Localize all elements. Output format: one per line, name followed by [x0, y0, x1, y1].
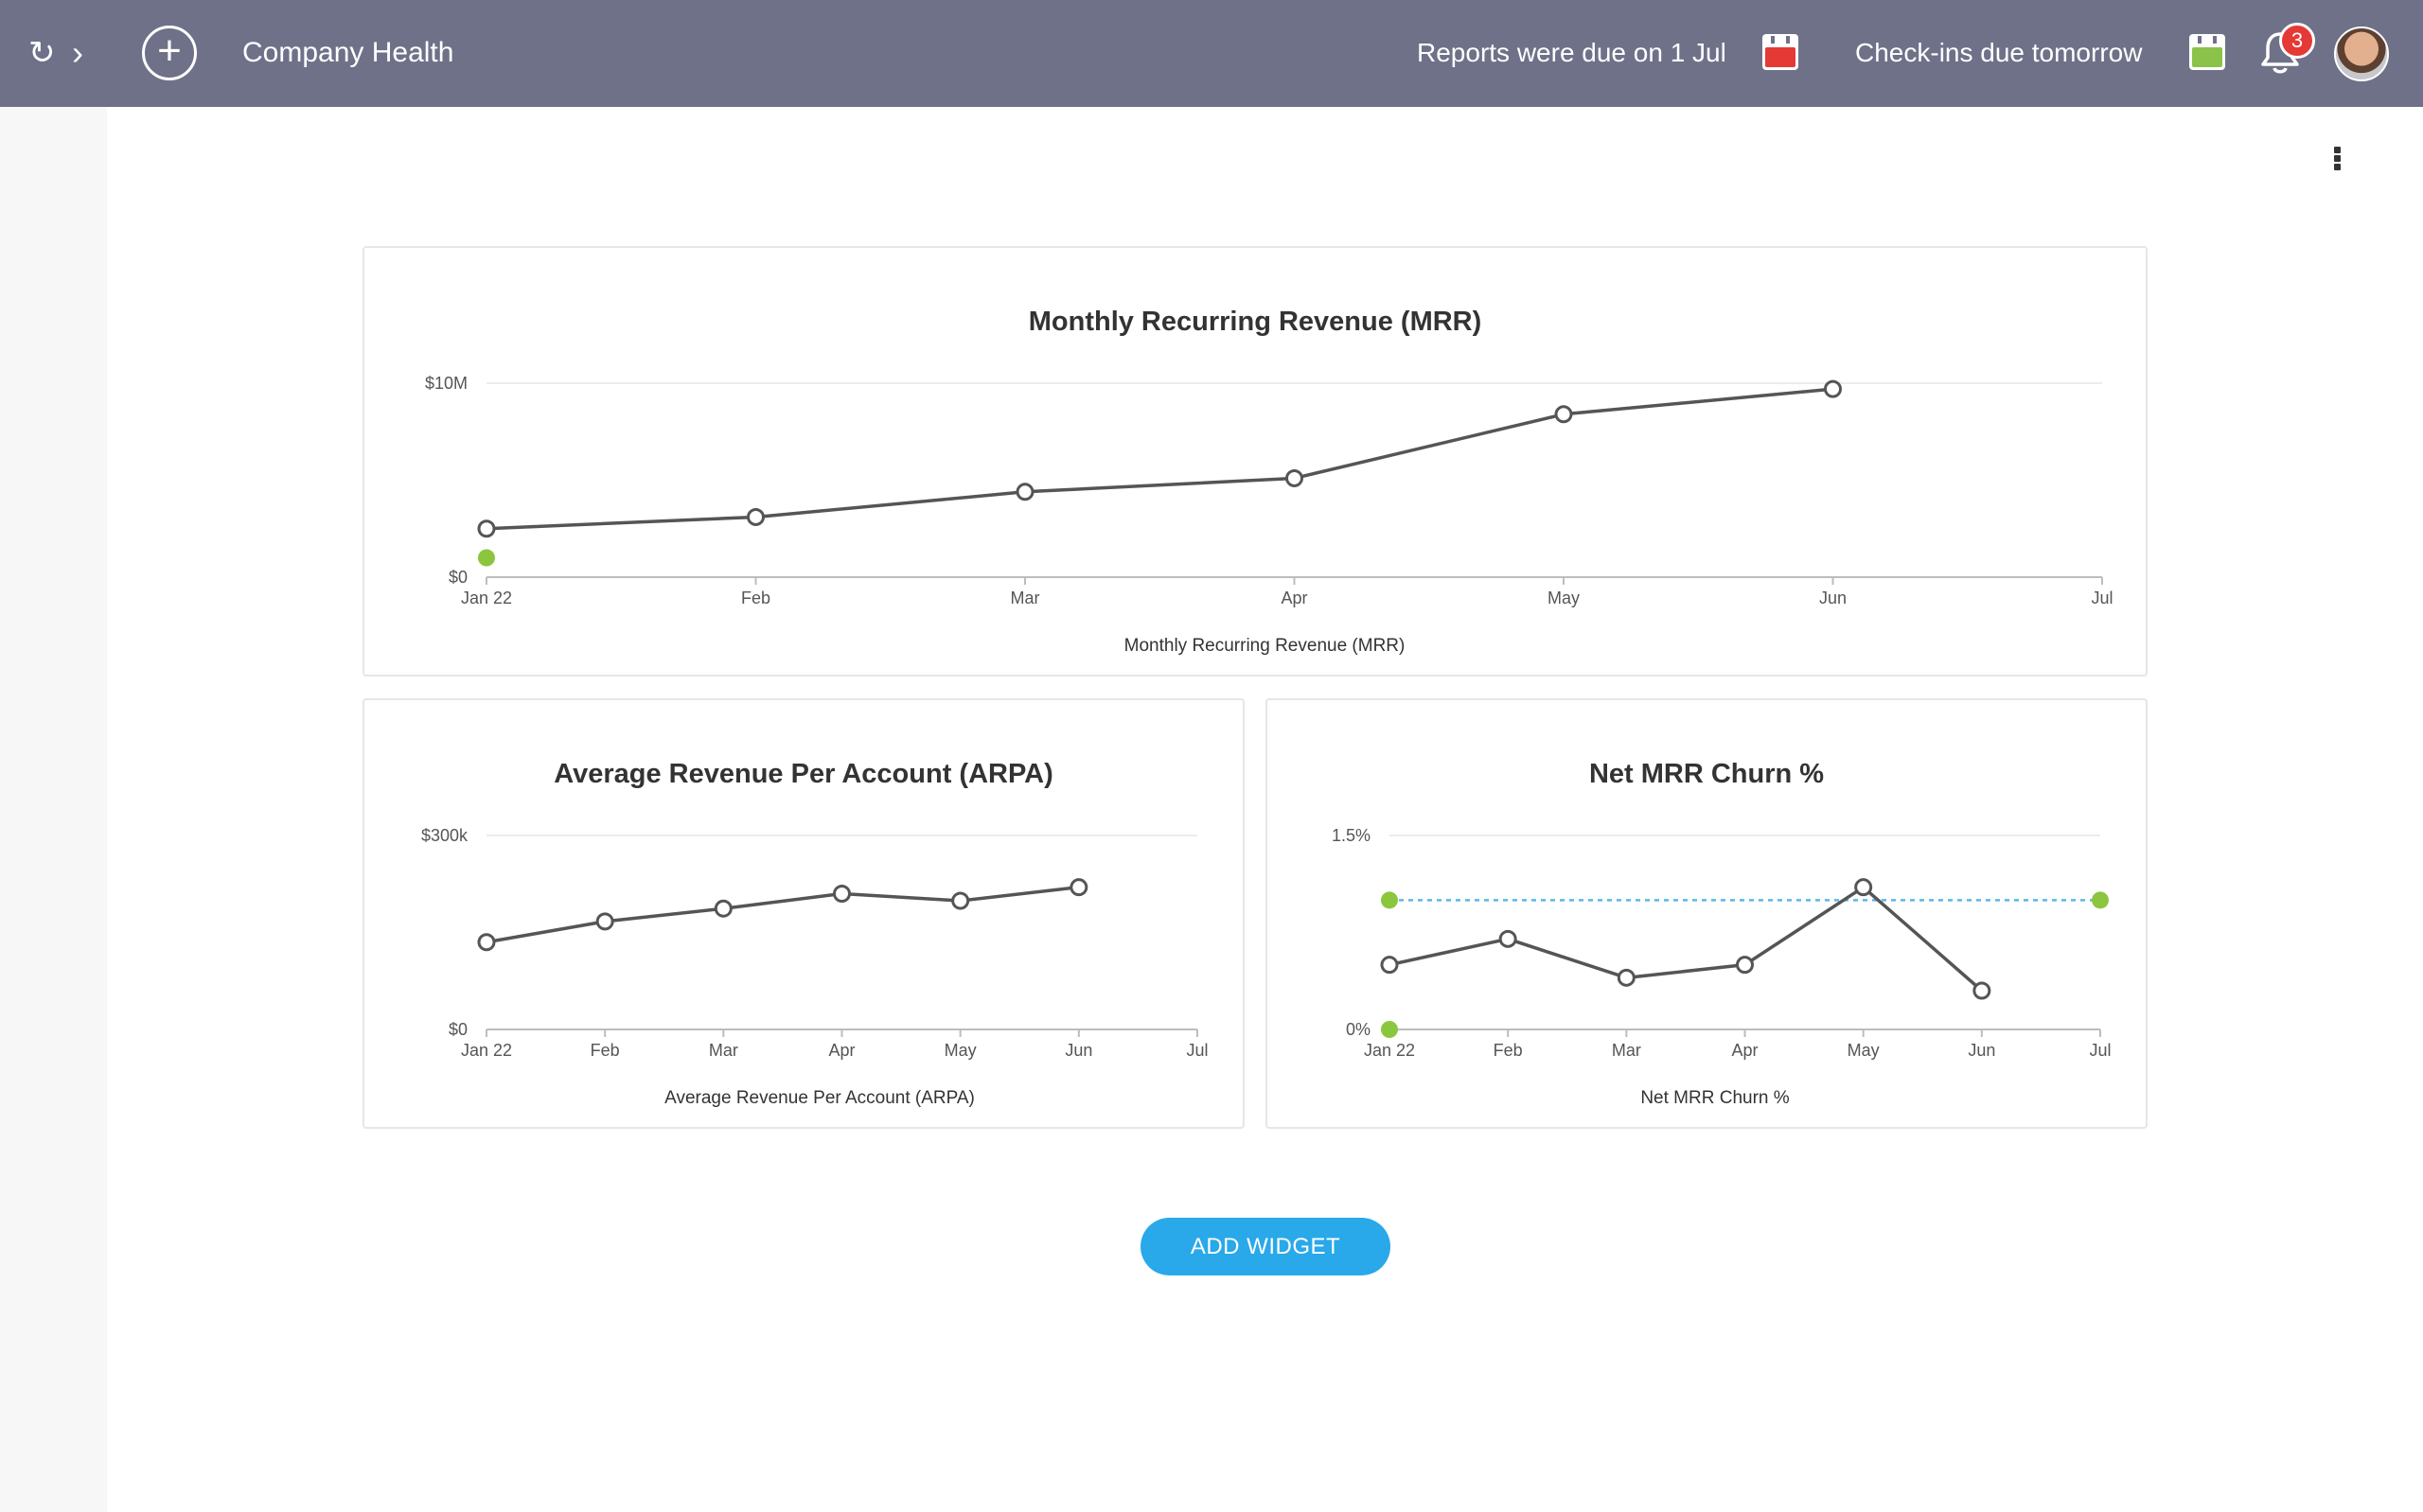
data-point	[1854, 878, 1873, 897]
x-tick-label: Mar	[1612, 1041, 1641, 1060]
y-tick-label: $0	[449, 1020, 468, 1039]
target-marker	[478, 549, 495, 567]
target-marker	[1381, 1021, 1398, 1038]
x-tick-label: Jan 22	[461, 1041, 512, 1060]
x-tick-label: Feb	[591, 1041, 620, 1060]
arpa-line-chart: Jan 22 Feb Mar Apr May Jun Jul $0 $300k	[421, 826, 1209, 1060]
series-line	[486, 885, 1080, 944]
x-tick-label: May	[1548, 589, 1580, 607]
x-tick-label: May	[1848, 1041, 1880, 1060]
notification-badge[interactable]: 3	[2279, 23, 2315, 59]
data-point	[1380, 956, 1399, 975]
chart-legend-label: Net MRR Churn %	[1640, 1088, 1790, 1108]
data-point	[1285, 468, 1303, 487]
y-tick-label: 1.5%	[1332, 826, 1371, 845]
checkins-due-notice[interactable]: Check-ins due tomorrow	[1855, 38, 2143, 67]
target-marker	[1381, 891, 1398, 909]
y-tick-label: $300k	[421, 826, 469, 845]
chart-legend-label: Monthly Recurring Revenue (MRR)	[1123, 636, 1406, 656]
x-tick-label: Mar	[709, 1041, 738, 1060]
data-point	[477, 519, 496, 538]
x-tick-label: Jul	[2089, 1041, 2111, 1060]
plus-circle-icon[interactable]: +	[142, 26, 197, 80]
sidebar	[0, 107, 107, 1512]
chart-title: Net MRR Churn %	[1588, 759, 1825, 789]
arpa-widget[interactable]: Average Revenue Per Account (ARPA) Jan 2…	[363, 698, 1245, 1129]
mrr-widget[interactable]: Monthly Recurring Revenue (MRR) Jan 22 Fe…	[363, 246, 2148, 677]
data-point	[1498, 929, 1517, 948]
x-tick-label: Jun	[1968, 1041, 1995, 1060]
data-point	[951, 891, 970, 910]
x-tick-label: Feb	[1494, 1041, 1523, 1060]
x-tick-label: Apr	[828, 1041, 855, 1060]
chart-legend-label: Average Revenue Per Account (ARPA)	[664, 1088, 975, 1108]
add-widget-button[interactable]: ADD WIDGET	[1141, 1218, 1390, 1275]
reports-due-notice[interactable]: Reports were due on 1 Jul	[1417, 38, 1726, 67]
data-point	[1554, 405, 1573, 424]
x-tick-label: Apr	[1731, 1041, 1758, 1060]
x-tick-label: Apr	[1281, 589, 1307, 607]
chart-title: Monthly Recurring Revenue (MRR)	[1028, 307, 1482, 337]
data-point	[714, 899, 733, 918]
churn-line-chart: Jan 22 Feb Mar Apr May Jun Jul 0% 1.5%	[1332, 826, 2112, 1060]
x-tick-label: Feb	[741, 589, 770, 607]
target-marker	[2092, 891, 2109, 909]
data-point	[747, 507, 765, 526]
data-point	[477, 933, 496, 952]
x-tick-label: Jul	[2091, 589, 2113, 607]
x-tick-label: Jun	[1819, 589, 1847, 607]
x-tick-label: Jul	[1186, 1041, 1208, 1060]
chevron-right-icon[interactable]: ›	[72, 33, 83, 72]
y-tick-label: 0%	[1346, 1020, 1371, 1039]
data-point	[1070, 878, 1088, 897]
x-tick-label: Jun	[1065, 1041, 1092, 1060]
avatar[interactable]	[2334, 26, 2389, 81]
data-point	[595, 912, 614, 931]
y-tick-label: $0	[449, 568, 468, 587]
data-point	[833, 885, 851, 903]
page-title: Company Health	[242, 37, 454, 68]
y-tick-label: $10M	[425, 374, 468, 393]
data-point	[1972, 981, 1991, 1000]
chart-title: Average Revenue Per Account (ARPA)	[554, 759, 1053, 789]
x-tick-label: Mar	[1011, 589, 1040, 607]
more-vertical-icon[interactable]	[2330, 147, 2343, 173]
data-point	[1016, 483, 1035, 501]
x-tick-label: May	[945, 1041, 977, 1060]
x-tick-label: Jan 22	[1364, 1041, 1415, 1060]
calendar-icon-reports[interactable]	[1762, 34, 1798, 70]
churn-widget[interactable]: Net MRR Churn % Jan 22 Feb Mar Apr May Jun Jul…	[1265, 698, 2148, 1129]
top-bar: ↻ › + Company Health Reports were due on…	[0, 0, 2423, 107]
mrr-line-chart: Jan 22 Feb Mar Apr May Jun Jul $0 $10M	[425, 374, 2113, 607]
calendar-icon-checkins[interactable]	[2189, 34, 2225, 70]
data-point	[1824, 379, 1842, 398]
series-line	[1388, 885, 1983, 993]
series-line	[486, 387, 1833, 531]
data-point	[1736, 956, 1754, 975]
data-point	[1617, 968, 1636, 987]
x-tick-label: Jan 22	[461, 589, 512, 607]
refresh-icon[interactable]: ↻	[28, 35, 56, 71]
